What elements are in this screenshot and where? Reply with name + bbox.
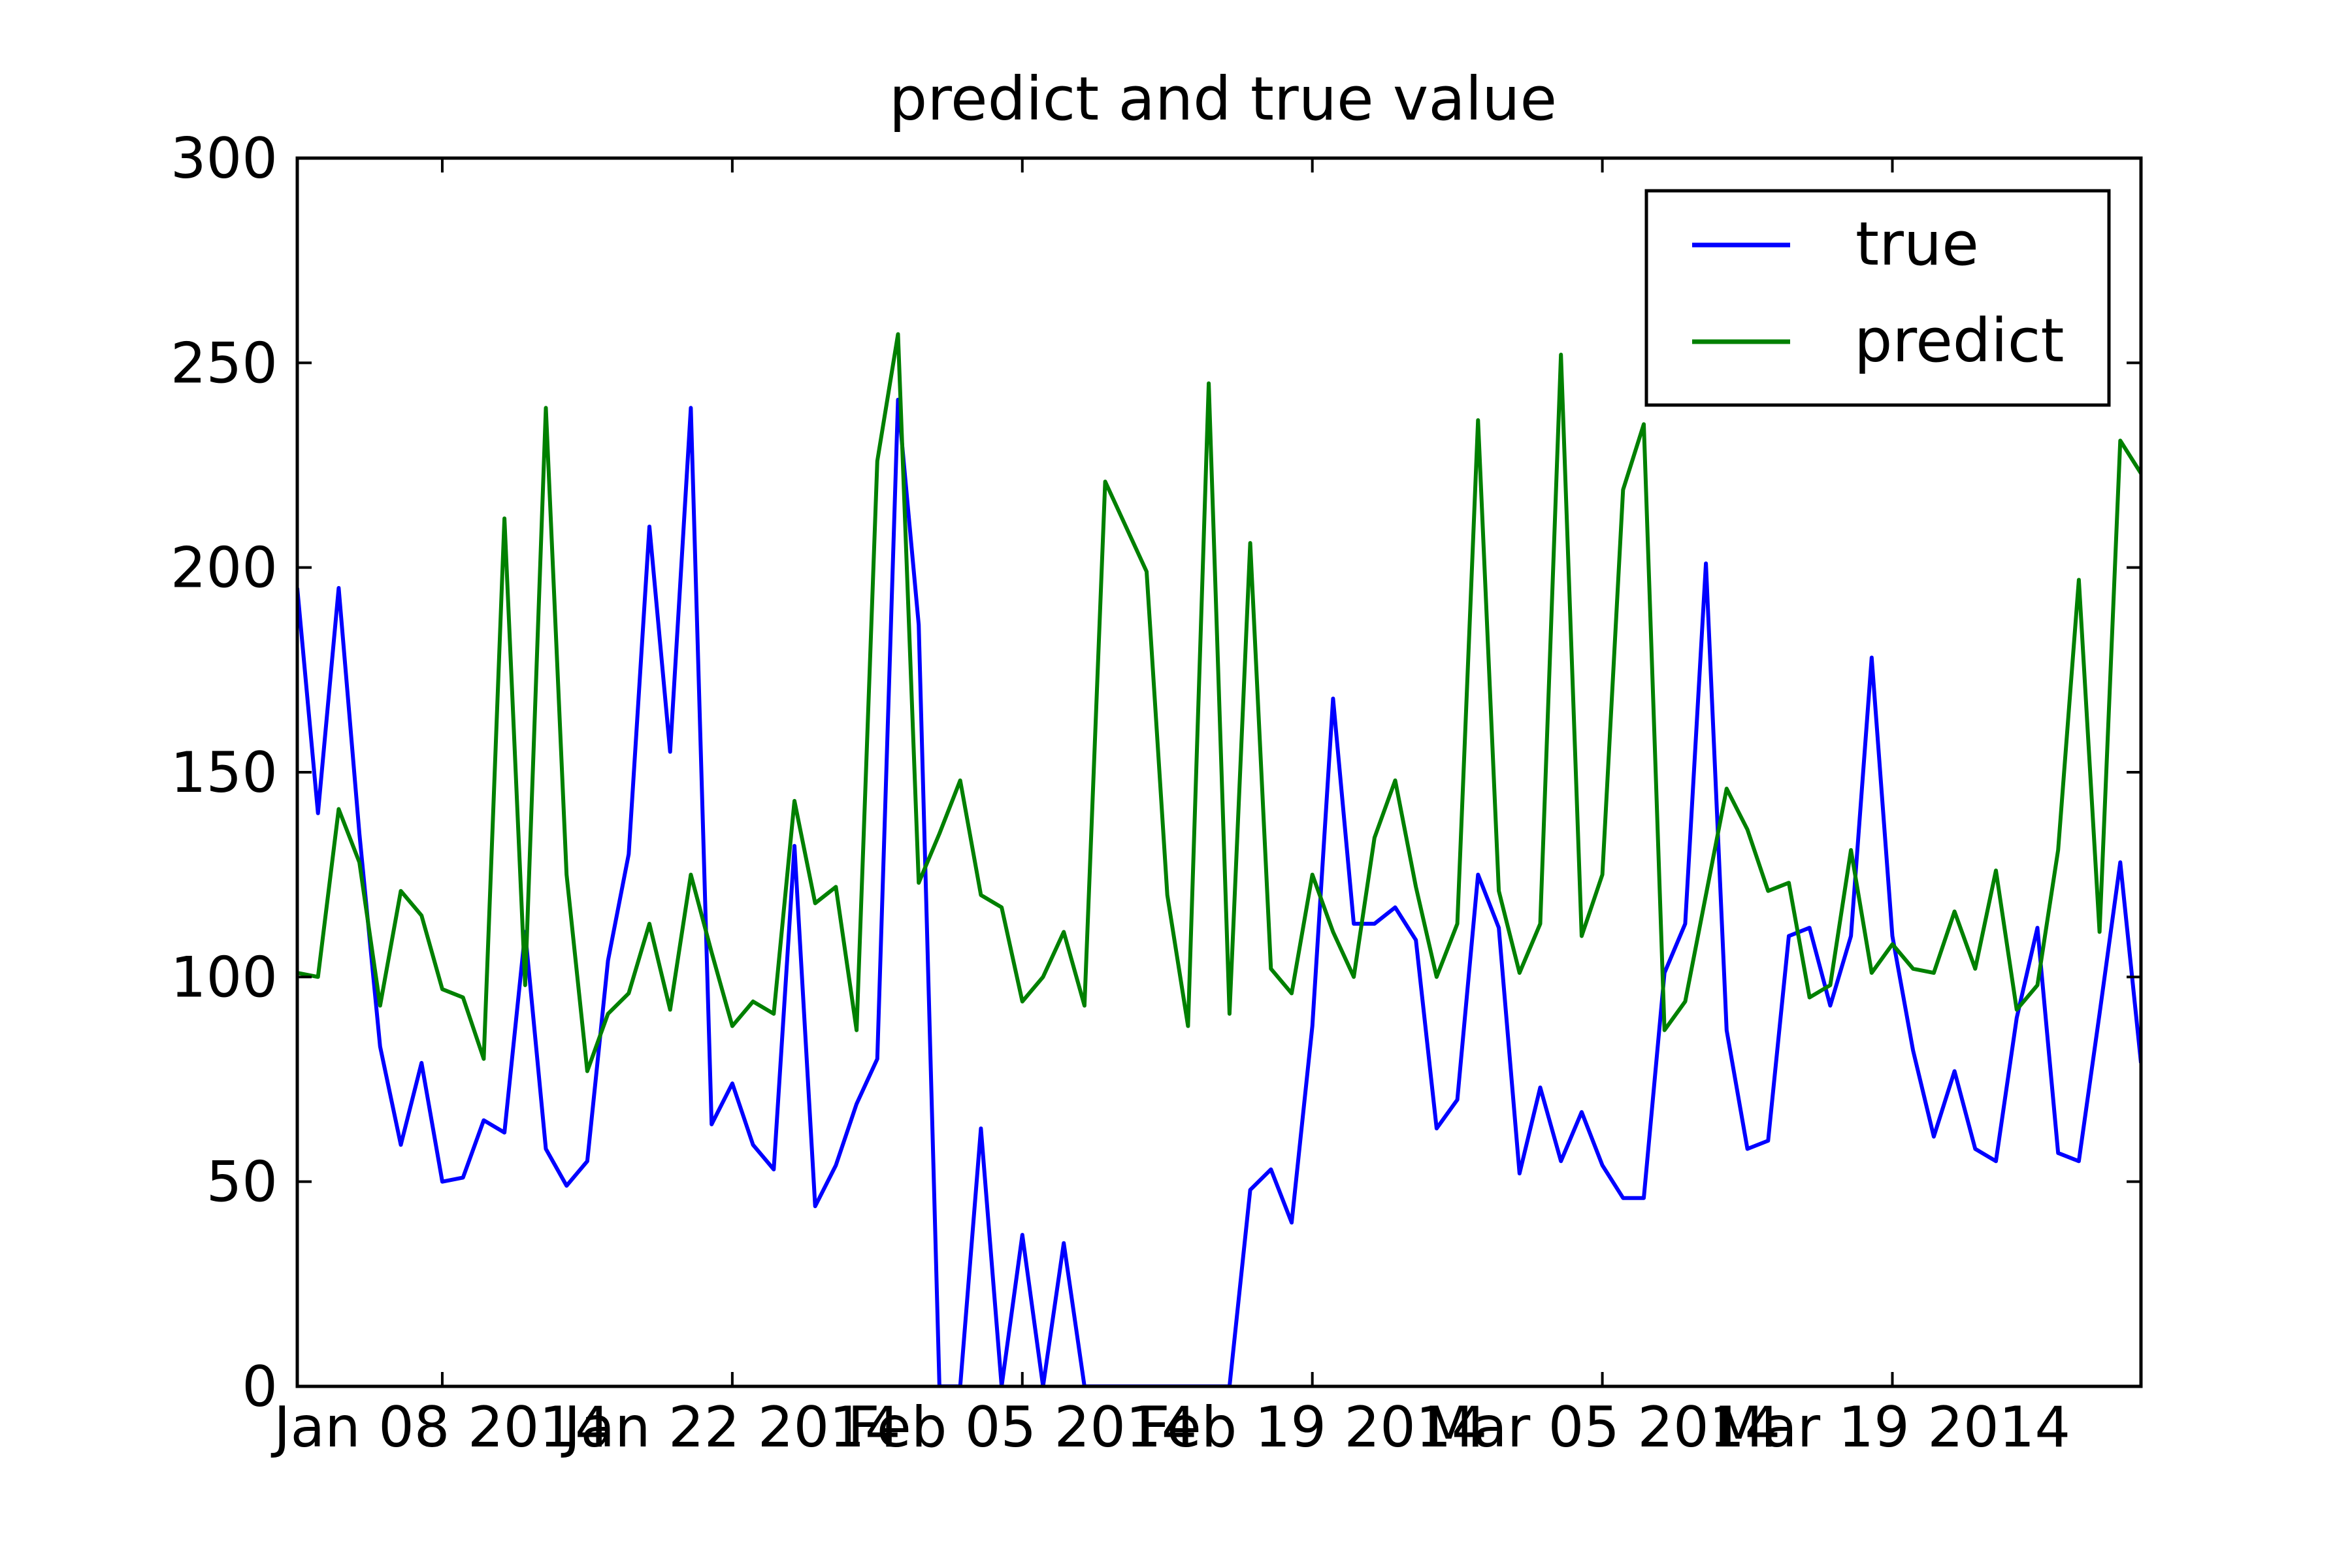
legend: true predict: [1644, 189, 2111, 407]
x-tick-label: Feb 05 2014: [847, 1395, 1197, 1460]
y-tick-label: 150: [171, 740, 278, 806]
x-tick-label: Mar 05 2014: [1424, 1395, 1780, 1460]
chart-title: predict and true value: [889, 64, 1557, 134]
y-tick-label: 50: [206, 1150, 278, 1215]
y-tick-label: 300: [171, 126, 278, 191]
series-line-predict: [297, 332, 2141, 1073]
x-tick-label: Jan 22 2014: [561, 1395, 901, 1460]
legend-label-true: true: [1855, 209, 1979, 279]
series-layer: [297, 332, 2141, 1386]
y-tick-label: 100: [171, 945, 278, 1010]
x-tick-label: Feb 19 2014: [1137, 1395, 1487, 1460]
y-tick-label: 200: [171, 536, 278, 601]
y-tick-label: 250: [171, 331, 278, 396]
y-tick-label: 0: [242, 1354, 278, 1420]
legend-label-predict: predict: [1854, 306, 2064, 376]
x-tick-label: Mar 19 2014: [1714, 1395, 2070, 1460]
legend-frame: [1644, 189, 2111, 407]
x-tick-label: Jan 08 2014: [270, 1395, 611, 1460]
series-line-true: [297, 397, 2141, 1386]
